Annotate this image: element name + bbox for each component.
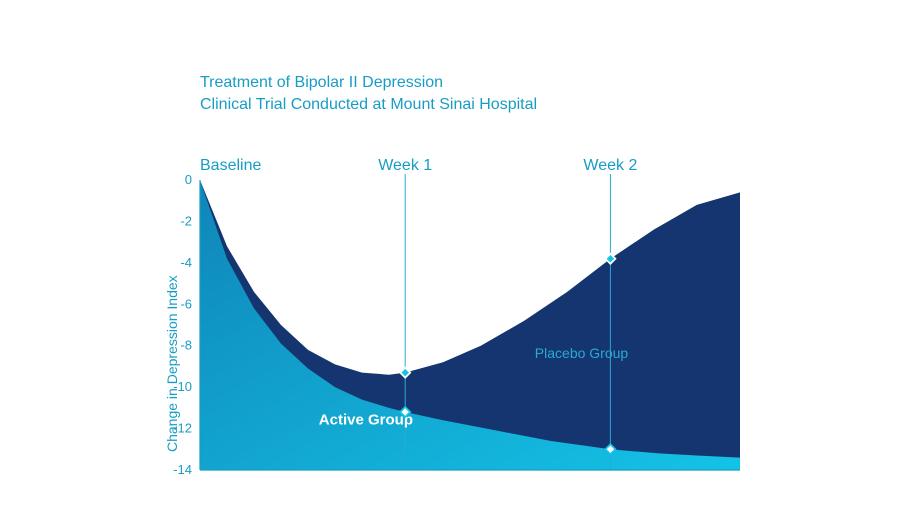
chart-header: CLINICAL TRIAL ON DEPRESSION Treatment o… — [200, 40, 576, 115]
x-category-label: Week 1 — [378, 157, 432, 174]
y-tick-label: -2 — [180, 213, 192, 228]
y-tick-label: -8 — [180, 338, 192, 353]
y-tick-label: -4 — [180, 255, 192, 270]
subtitle-line-1: Treatment of Bipolar II Depression — [200, 74, 443, 91]
subtitle-line-2: Clinical Trial Conducted at Mount Sinai … — [200, 96, 537, 113]
y-tick-label: -14 — [173, 462, 192, 477]
x-category-label: Week 2 — [583, 157, 637, 174]
placebo-label: Placebo Group — [535, 345, 629, 361]
x-category-label: Baseline — [200, 157, 261, 174]
depression-chart: 0-2-4-6-8-10-12-14BaselineWeek 1Week 2Pl… — [172, 150, 750, 478]
chart-subtitle: Treatment of Bipolar II Depression Clini… — [200, 72, 576, 115]
y-tick-label: 0 — [185, 172, 192, 187]
chart-title: CLINICAL TRIAL ON DEPRESSION — [200, 40, 576, 66]
y-tick-label: -6 — [180, 296, 192, 311]
y-axis-label: Change in Depression Index — [164, 275, 180, 452]
active-label: Active Group — [319, 411, 413, 428]
